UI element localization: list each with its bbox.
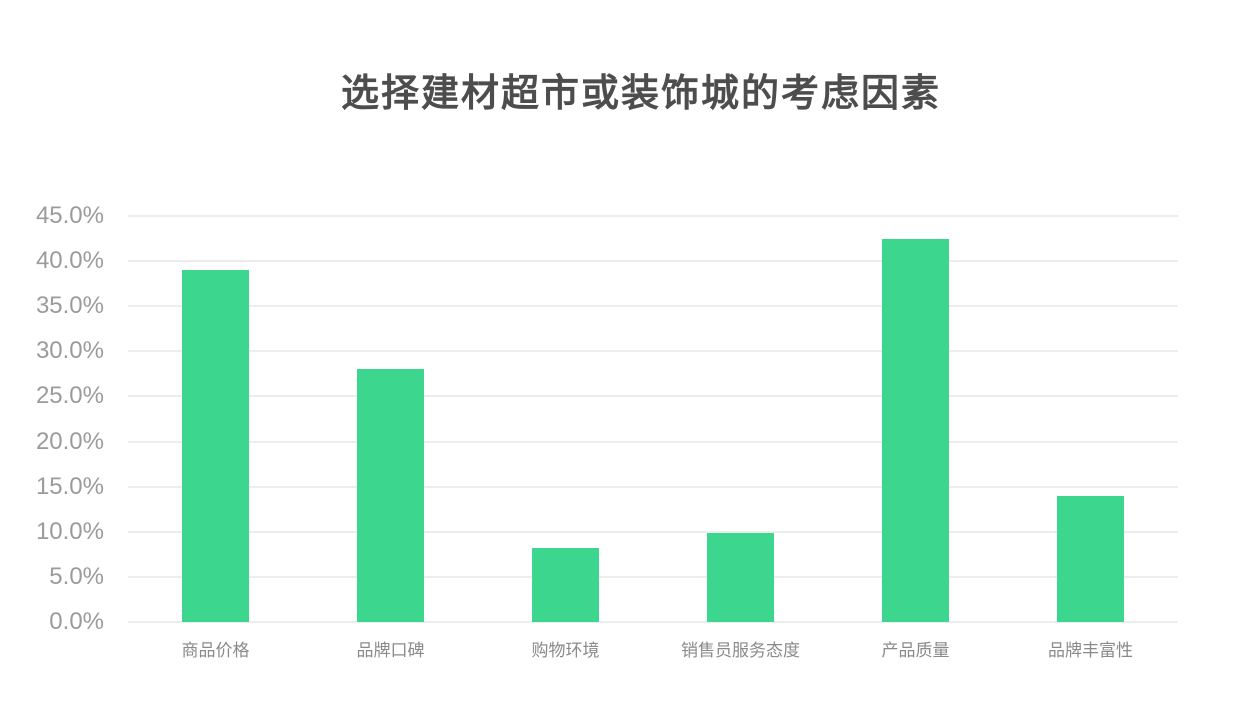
bar — [532, 548, 599, 622]
plot-area — [128, 215, 1178, 623]
gridline — [128, 305, 1178, 308]
x-tick-label: 产品质量 — [881, 641, 950, 660]
y-tick-label: 15.0% — [35, 472, 104, 500]
gridline — [128, 395, 1178, 398]
gridline — [128, 260, 1178, 263]
gridline — [128, 575, 1178, 578]
bar — [1057, 495, 1124, 622]
y-axis-labels: 0.0% 5.0% 10.0% 15.0% 20.0% 25.0% 30.0% 35.0% 40… — [0, 202, 104, 635]
x-tick-label: 购物环境 — [531, 641, 600, 660]
gridline — [128, 215, 1178, 217]
bar — [707, 532, 774, 622]
bar — [357, 369, 424, 622]
y-tick-label: 5.0% — [49, 562, 104, 590]
y-tick-label: 10.0% — [35, 517, 104, 545]
x-tick-label: 销售员服务态度 — [681, 641, 800, 660]
y-tick-label: 45.0% — [35, 202, 104, 229]
x-tick-label: 品牌口碑 — [356, 641, 425, 660]
y-tick-label: 30.0% — [35, 337, 104, 365]
bar — [182, 270, 249, 622]
bar — [882, 238, 949, 622]
y-tick-label: 40.0% — [35, 247, 104, 275]
gridline — [128, 485, 1178, 488]
y-tick-label: 0.0% — [49, 608, 104, 635]
chart-title: 选择建材超市或装饰城的考虑因素 — [340, 73, 941, 115]
x-tick-label: 商品价格 — [181, 641, 250, 660]
gridline — [128, 440, 1178, 443]
y-tick-label: 25.0% — [35, 382, 104, 410]
gridline — [128, 621, 1178, 623]
x-tick-label: 品牌丰富性 — [1048, 641, 1133, 660]
y-tick-label: 35.0% — [35, 292, 104, 320]
gridline — [128, 350, 1178, 353]
x-axis-labels: 商品价格 品牌口碑 购物环境 销售员服务态度 产品质量 品牌丰富性 — [128, 636, 1178, 666]
gridline — [128, 530, 1178, 533]
y-tick-label: 20.0% — [35, 427, 104, 455]
